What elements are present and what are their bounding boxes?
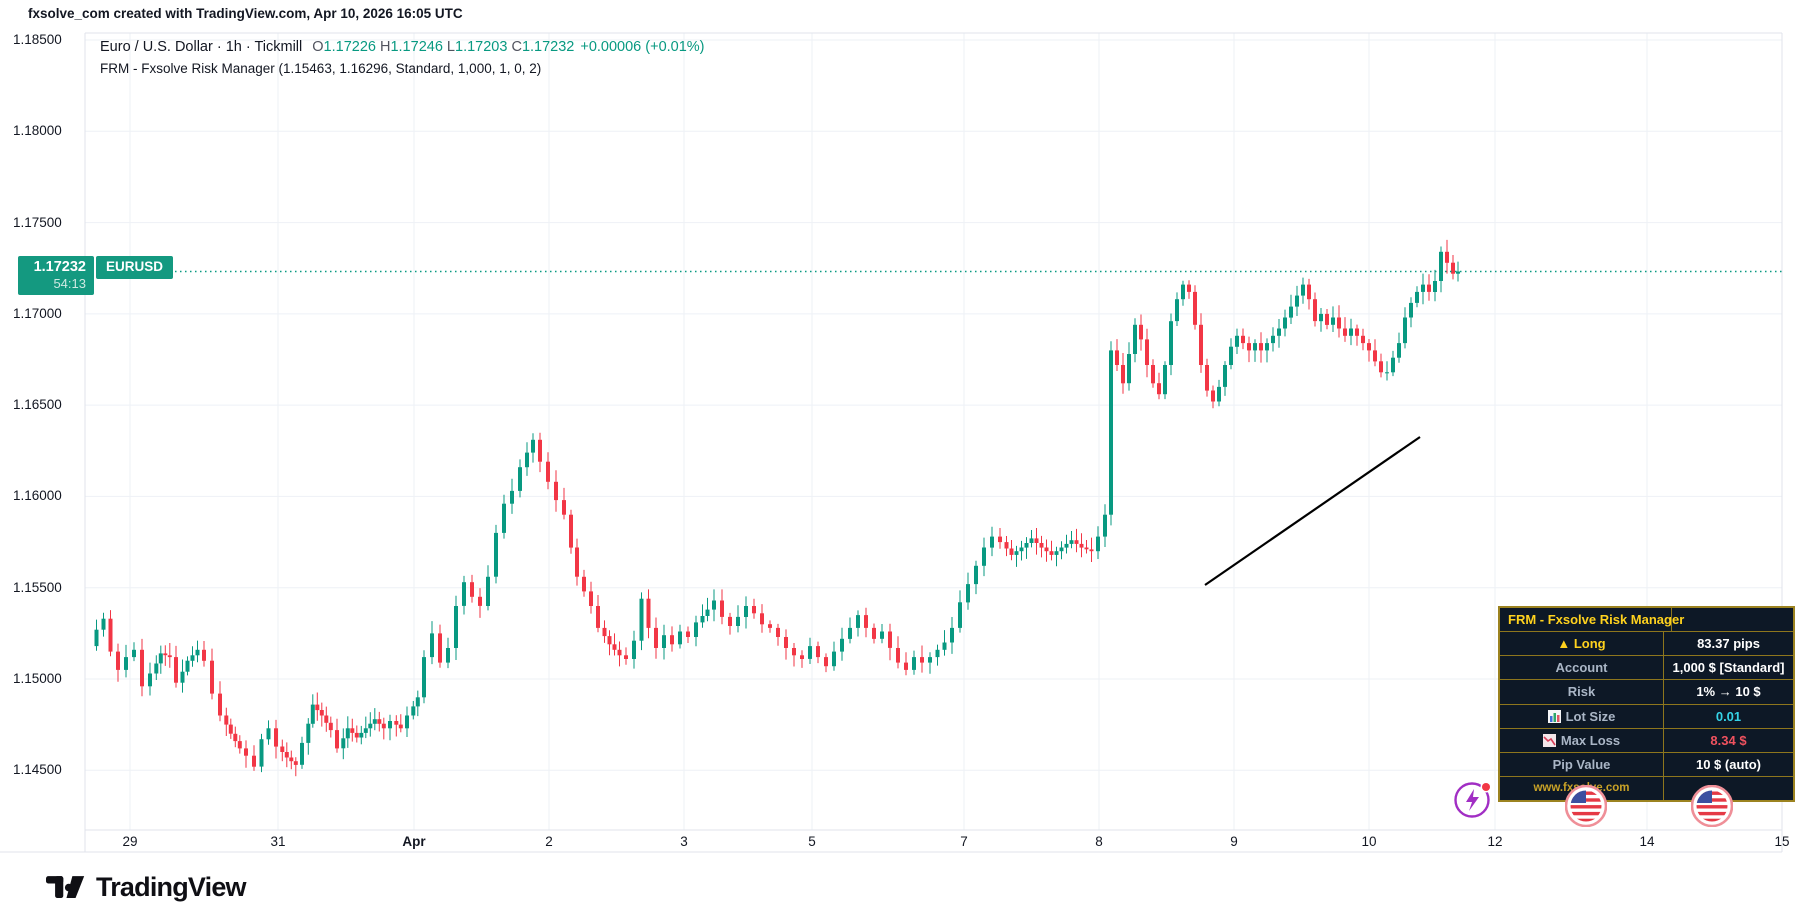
- risk-row-pip-value: Pip Value 10 $ (auto): [1500, 752, 1793, 777]
- y-axis-label: 1.16500: [13, 397, 62, 413]
- chart-legend: Euro / U.S. Dollar · 1h · Tickmill O1.172…: [100, 36, 705, 80]
- last-price-label: 1.17232 54:13 EURUSD: [18, 256, 174, 295]
- tradingview-logo-icon: [46, 875, 85, 898]
- x-axis-label: 10: [1361, 834, 1377, 849]
- y-axis-label: 1.17000: [13, 305, 62, 321]
- x-axis-label: 31: [270, 834, 286, 849]
- ohlc-values: O1.17226 H1.17246 L1.17203 C1.17232 +0.00…: [312, 39, 705, 55]
- x-axis-label: 9: [1230, 834, 1238, 849]
- account-value: 1,000 $ [Standard]: [1672, 660, 1785, 676]
- lightning-icon: [1466, 789, 1479, 811]
- risk-panel-title: FRM - Fxsolve Risk Manager: [1508, 612, 1685, 628]
- indicator-legend[interactable]: FRM - Fxsolve Risk Manager (1.15463, 1.1…: [100, 61, 542, 76]
- bar-chart-icon: [1547, 709, 1561, 723]
- symbol-title[interactable]: Euro / U.S. Dollar · 1h · Tickmill: [100, 39, 303, 55]
- y-axis-label: 1.18000: [13, 123, 62, 139]
- direction-label: ▲ Long: [1557, 636, 1606, 652]
- bar-countdown: 54:13: [53, 276, 86, 291]
- risk-row-lot-size: Lot Size 0.01: [1500, 704, 1793, 729]
- us-flag-event-icon[interactable]: [1690, 784, 1734, 828]
- tradingview-logo-text: TradingView: [96, 872, 247, 902]
- risk-manager-panel[interactable]: FRM - Fxsolve Risk Manager ▲ Long 83.37 …: [1498, 606, 1795, 802]
- y-axis-label: 1.18500: [13, 32, 62, 47]
- y-axis-label: 1.16000: [13, 488, 62, 504]
- y-axis-label: 1.14500: [13, 762, 62, 778]
- risk-row-max-loss: Max Loss 8.34 $: [1500, 728, 1793, 753]
- symbol-tag: EURUSD: [96, 256, 174, 279]
- x-axis-label: 29: [122, 834, 138, 849]
- risk-row-direction: ▲ Long 83.37 pips: [1500, 632, 1793, 657]
- x-axis-label: 14: [1639, 834, 1655, 849]
- flash-ideas-button[interactable]: [1452, 778, 1494, 820]
- pips-value: 83.37 pips: [1697, 636, 1760, 652]
- x-axis-label: 3: [680, 834, 688, 849]
- x-axis-label: Apr: [402, 834, 426, 849]
- pip-value: 10 $ (auto): [1695, 756, 1761, 772]
- tradingview-logo[interactable]: TradingView: [46, 872, 247, 903]
- x-axis-label: 15: [1774, 834, 1790, 849]
- chart-down-icon: [1542, 733, 1556, 747]
- x-axis-label: 2: [545, 834, 553, 849]
- max-loss-value: 8.34 $: [1710, 732, 1747, 748]
- x-axis-label: 8: [1095, 834, 1103, 849]
- risk-row-risk: Risk 1% → 10 $: [1500, 680, 1793, 705]
- y-axis-label: 1.15500: [13, 579, 62, 595]
- x-axis-label: 5: [808, 834, 816, 849]
- change-value: +0.00006 (+0.01%): [580, 39, 705, 55]
- x-axis-label: 12: [1487, 834, 1503, 849]
- last-price-value: 1.17232: [33, 259, 86, 275]
- lot-size-value: 0.01: [1715, 708, 1742, 724]
- notification-dot: [1482, 783, 1490, 791]
- x-axis-label: 7: [960, 834, 968, 849]
- attribution-text: fxsolve_com created with TradingView.com…: [28, 6, 463, 21]
- risk-row-footer: www.fxsolve.com: [1500, 776, 1793, 800]
- us-flag-event-icon[interactable]: [1564, 784, 1608, 828]
- y-axis-label: 1.15000: [13, 670, 62, 686]
- y-axis-label: 1.17500: [13, 214, 62, 230]
- risk-value: 1% → 10 $: [1696, 684, 1761, 700]
- risk-row-account: Account 1,000 $ [Standard]: [1500, 656, 1793, 681]
